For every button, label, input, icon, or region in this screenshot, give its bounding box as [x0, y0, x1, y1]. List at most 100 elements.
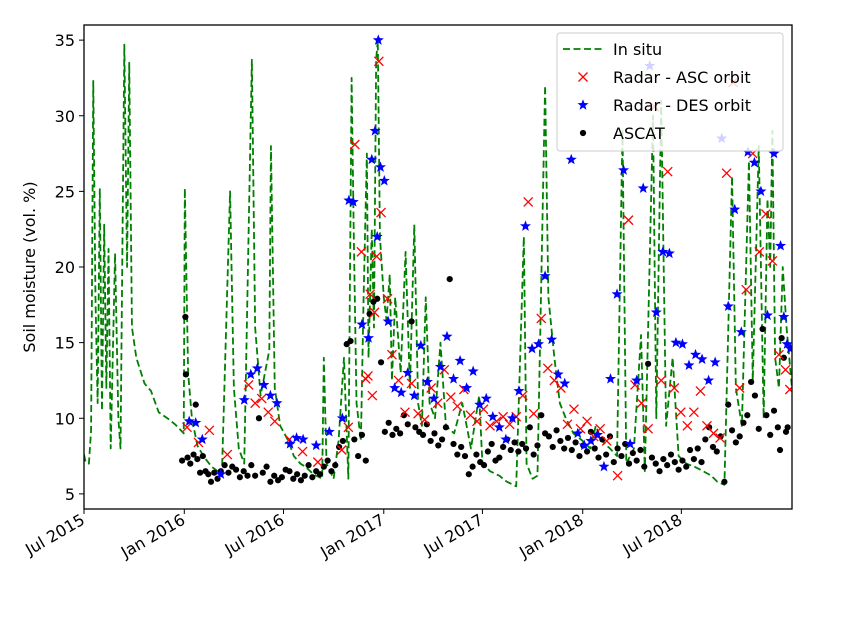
data-point-dot-marker — [557, 437, 564, 445]
data-point-star-marker — [245, 368, 257, 380]
data-point-dot-marker — [511, 439, 518, 446]
data-point-dot-marker — [393, 425, 400, 432]
data-point-x-marker — [445, 392, 456, 403]
data-point-dot-marker — [545, 433, 553, 440]
data-point-dot-marker — [763, 412, 770, 419]
data-point-star-marker — [251, 362, 263, 374]
data-point-dot-marker — [784, 424, 791, 431]
data-point-dot-marker — [480, 462, 488, 469]
legend-label: Radar - ASC orbit — [613, 68, 751, 87]
y-tick-label: 30 — [55, 107, 75, 126]
data-point-star-marker — [284, 438, 296, 449]
data-point-star-marker — [618, 164, 630, 175]
data-point-dot-marker — [187, 460, 194, 467]
data-point-star-marker — [506, 412, 518, 423]
data-point-star-marker — [493, 421, 505, 433]
legend-swatch-star-marker — [577, 99, 589, 110]
data-point-x-marker — [472, 416, 482, 427]
series-x-marker-group — [182, 56, 792, 481]
data-point-dot-marker — [500, 443, 507, 451]
data-point-star-marker — [761, 309, 773, 321]
data-point-dot-marker — [248, 462, 255, 469]
data-point-dot-marker — [721, 478, 728, 485]
data-point-dot-marker — [484, 448, 491, 455]
data-point-dot-marker — [591, 445, 598, 452]
data-point-dot-marker — [400, 412, 408, 419]
data-point-dot-marker — [301, 472, 308, 479]
data-point-dot-marker — [244, 472, 251, 479]
data-point-star-marker — [461, 382, 473, 393]
data-point-x-marker — [243, 380, 254, 390]
data-point-star-marker — [480, 392, 492, 404]
data-point-dot-marker — [671, 459, 678, 466]
data-point-dot-marker — [297, 477, 305, 484]
data-point-x-marker — [549, 375, 560, 386]
data-point-star-marker — [755, 185, 767, 197]
data-point-star-marker — [291, 432, 303, 443]
data-point-star-marker — [768, 147, 780, 159]
data-point-x-marker — [721, 168, 732, 179]
data-point-dot-marker — [412, 424, 419, 431]
data-point-dot-marker — [404, 421, 411, 428]
data-point-x-marker — [376, 207, 387, 218]
series-line-in-situ — [84, 39, 792, 488]
data-point-x-marker — [636, 398, 647, 409]
data-point-x-marker — [406, 378, 417, 389]
data-point-star-marker — [323, 426, 335, 437]
data-point-x-marker — [204, 425, 215, 436]
series-layer — [84, 34, 792, 488]
data-point-x-marker — [784, 384, 792, 395]
data-point-dot-marker — [614, 445, 621, 452]
data-point-star-marker — [271, 397, 283, 408]
data-point-dot-marker — [496, 454, 503, 461]
data-point-dot-marker — [660, 455, 667, 463]
data-point-star-marker — [703, 374, 715, 386]
data-point-dot-marker — [290, 475, 297, 482]
data-point-dot-marker — [683, 463, 690, 470]
data-point-dot-marker — [192, 401, 199, 408]
x-tick-label: Jan 2017 — [316, 510, 387, 562]
data-point-star-marker — [415, 339, 427, 351]
data-point-x-marker — [349, 139, 360, 150]
data-point-dot-marker — [389, 431, 396, 438]
data-point-dot-marker — [184, 454, 191, 461]
data-point-dot-marker — [182, 313, 189, 321]
legend-box — [556, 32, 784, 152]
data-point-star-marker — [467, 365, 479, 377]
data-point-x-marker — [773, 349, 784, 360]
data-point-dot-marker — [397, 430, 404, 437]
data-point-dot-marker — [427, 437, 434, 445]
data-point-dot-marker — [633, 457, 640, 464]
data-point-x-marker — [452, 401, 463, 412]
data-point-dot-marker — [728, 427, 736, 434]
data-point-star-marker — [428, 392, 440, 404]
data-point-dot-marker — [199, 452, 206, 460]
data-point-x-marker — [367, 390, 378, 401]
data-point-star-marker — [190, 416, 202, 428]
data-point-x-marker — [523, 197, 534, 207]
data-point-dot-marker — [385, 419, 392, 426]
y-tick-label: 5 — [65, 485, 75, 504]
data-point-x-marker — [250, 398, 261, 409]
data-point-x-marker — [715, 432, 726, 443]
data-point-dot-marker — [355, 452, 362, 460]
data-point-star-marker — [347, 196, 359, 207]
x-tick-label: Jul 2018 — [619, 510, 686, 560]
data-point-dot-marker — [679, 457, 686, 464]
data-point-dot-marker — [236, 474, 243, 481]
data-point-star-marker — [559, 377, 571, 389]
data-point-star-marker — [519, 220, 531, 231]
data-point-star-marker — [696, 353, 708, 364]
data-point-star-marker — [297, 433, 309, 445]
data-point-star-marker — [735, 326, 747, 337]
data-point-star-marker — [676, 338, 688, 349]
data-point-dot-marker — [351, 436, 358, 443]
data-point-dot-marker — [182, 371, 190, 378]
data-point-star-marker — [372, 34, 384, 45]
data-point-star-marker — [448, 373, 460, 384]
data-point-x-marker — [419, 414, 430, 425]
data-point-x-marker — [754, 246, 765, 257]
data-point-dot-marker — [328, 468, 335, 475]
x-tick-label: Jan 2018 — [515, 510, 586, 562]
y-axis-title: Soil moisture (vol. %) — [20, 181, 39, 352]
